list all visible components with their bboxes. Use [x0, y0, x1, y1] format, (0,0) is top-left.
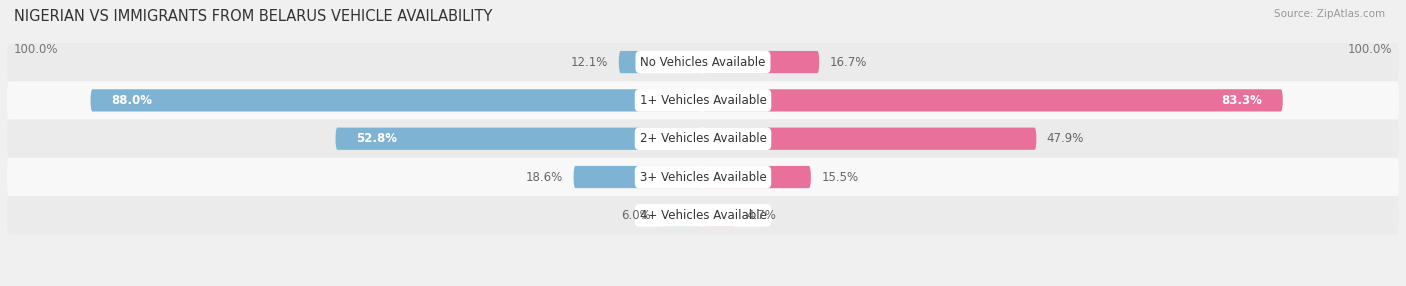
FancyBboxPatch shape [619, 51, 703, 73]
FancyBboxPatch shape [661, 204, 703, 227]
Text: No Vehicles Available: No Vehicles Available [640, 55, 766, 69]
FancyBboxPatch shape [7, 196, 1399, 235]
Text: 16.7%: 16.7% [830, 55, 868, 69]
FancyBboxPatch shape [703, 128, 1036, 150]
FancyBboxPatch shape [336, 128, 703, 150]
Text: 1+ Vehicles Available: 1+ Vehicles Available [640, 94, 766, 107]
Text: 4+ Vehicles Available: 4+ Vehicles Available [640, 209, 766, 222]
Text: 4.7%: 4.7% [747, 209, 776, 222]
Text: 12.1%: 12.1% [571, 55, 609, 69]
Text: 100.0%: 100.0% [1347, 43, 1392, 56]
Text: 18.6%: 18.6% [526, 170, 564, 184]
FancyBboxPatch shape [703, 166, 811, 188]
Text: 83.3%: 83.3% [1220, 94, 1261, 107]
FancyBboxPatch shape [703, 51, 820, 73]
FancyBboxPatch shape [574, 166, 703, 188]
FancyBboxPatch shape [7, 43, 1399, 81]
FancyBboxPatch shape [703, 89, 1282, 112]
FancyBboxPatch shape [7, 120, 1399, 158]
Text: 2+ Vehicles Available: 2+ Vehicles Available [640, 132, 766, 145]
Text: Source: ZipAtlas.com: Source: ZipAtlas.com [1274, 9, 1385, 19]
Text: 6.0%: 6.0% [621, 209, 651, 222]
Text: 88.0%: 88.0% [111, 94, 152, 107]
Text: 3+ Vehicles Available: 3+ Vehicles Available [640, 170, 766, 184]
FancyBboxPatch shape [7, 81, 1399, 120]
Text: 15.5%: 15.5% [821, 170, 859, 184]
FancyBboxPatch shape [90, 89, 703, 112]
Text: 52.8%: 52.8% [356, 132, 398, 145]
Text: NIGERIAN VS IMMIGRANTS FROM BELARUS VEHICLE AVAILABILITY: NIGERIAN VS IMMIGRANTS FROM BELARUS VEHI… [14, 9, 492, 23]
Text: 47.9%: 47.9% [1047, 132, 1084, 145]
FancyBboxPatch shape [7, 158, 1399, 196]
Text: 100.0%: 100.0% [14, 43, 59, 56]
FancyBboxPatch shape [703, 204, 735, 227]
